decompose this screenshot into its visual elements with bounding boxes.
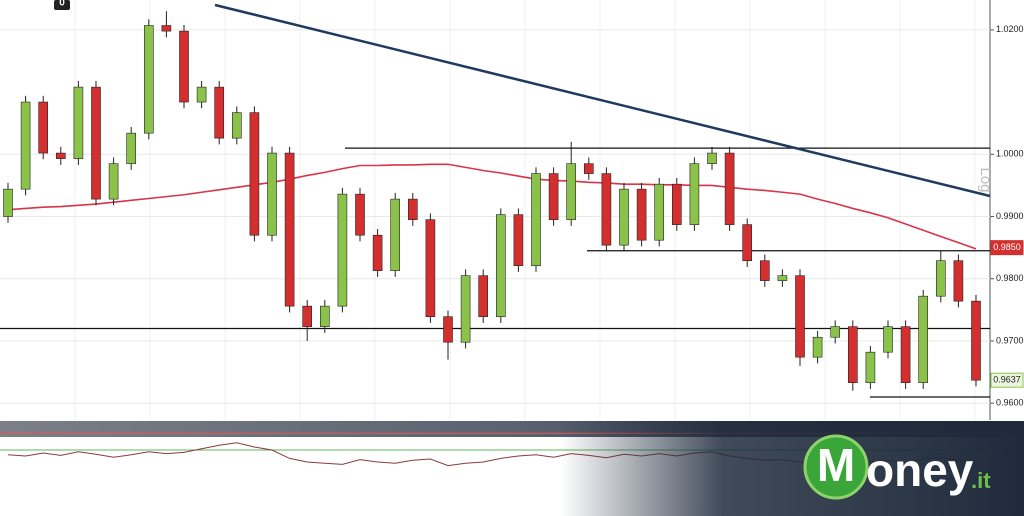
y-tick-label: 0.9700 [996,335,1024,345]
y-tick-label: 0.9600 [996,398,1024,408]
candle-body [619,188,629,246]
log-label: Log [977,167,994,192]
plot [0,3,991,398]
axis: 0.9600 0.9700 0.9800 0.9900 1.0000 1.0200 0.98… [990,24,1024,408]
candle-body [707,152,717,164]
candle-body [249,112,260,236]
candle-body [161,25,172,32]
candle-body [513,214,524,266]
logo: M oney .it [803,434,991,500]
candle-body [601,173,612,246]
candle-body [953,260,964,302]
candle-body [900,326,911,383]
candle-body [126,132,136,164]
candle-body [671,183,682,225]
moving-average [7,163,977,250]
candle-body [795,275,805,358]
candle-body [108,163,119,200]
y-tick-label: 0.9800 [996,273,1024,283]
candle-body [144,25,154,134]
candle-body [777,275,788,281]
candle-body [918,295,929,383]
logo-text: oney [866,444,974,496]
candle-body [267,152,277,236]
candle-body [478,275,489,318]
candle-body [337,193,348,307]
price-label: 0.9850 [993,242,1021,252]
candle-body [407,198,418,220]
candle-body [302,305,313,327]
candle-body [214,86,224,139]
badge-box [54,0,70,10]
candle-body [883,326,893,353]
candle-body [689,163,700,225]
candle-body [20,101,31,190]
y-tick-label: 1.0000 [996,149,1024,159]
candle-body [319,305,330,327]
candle-body [196,86,207,103]
logo-initial: M [817,439,855,491]
candle-body [443,316,453,343]
candle-body [583,163,594,174]
candle-body [3,188,13,217]
candle-body [232,112,242,139]
candle-body [830,326,841,338]
candle-body [425,219,436,318]
candle-body [73,86,84,159]
candle-body [654,183,665,241]
candle-body [935,260,946,297]
candle-body [724,152,735,225]
candle-body [38,101,49,154]
candle-body [566,163,577,220]
price-label-box [990,240,1024,256]
y-tick-label: 1.0200 [996,24,1024,34]
candle-body [179,30,189,103]
candle-body [284,152,295,307]
candle-body [372,234,383,271]
logo-suffix: .it [971,468,991,493]
candle-body [55,152,66,159]
candle-body [548,173,559,220]
candle-body [812,336,823,358]
price-label-box [990,372,1024,388]
candle-body [742,224,753,262]
badge: 0 [59,0,65,9]
candle-body [865,351,876,383]
candle-body [847,326,858,383]
logo-backdrop [560,421,1024,516]
candle-body [91,86,101,200]
candle-body [495,214,506,318]
candle-body [390,198,401,271]
logo-circle [803,434,869,500]
price-label: 0.9637 [993,375,1021,385]
trendline [214,3,991,198]
y-tick-label: 0.9900 [996,211,1024,221]
candle-body [636,188,647,241]
candle-body [759,260,770,281]
candle-body [971,300,981,381]
candle-body [460,275,471,343]
candle-body [355,193,365,236]
candle-body [531,173,541,266]
